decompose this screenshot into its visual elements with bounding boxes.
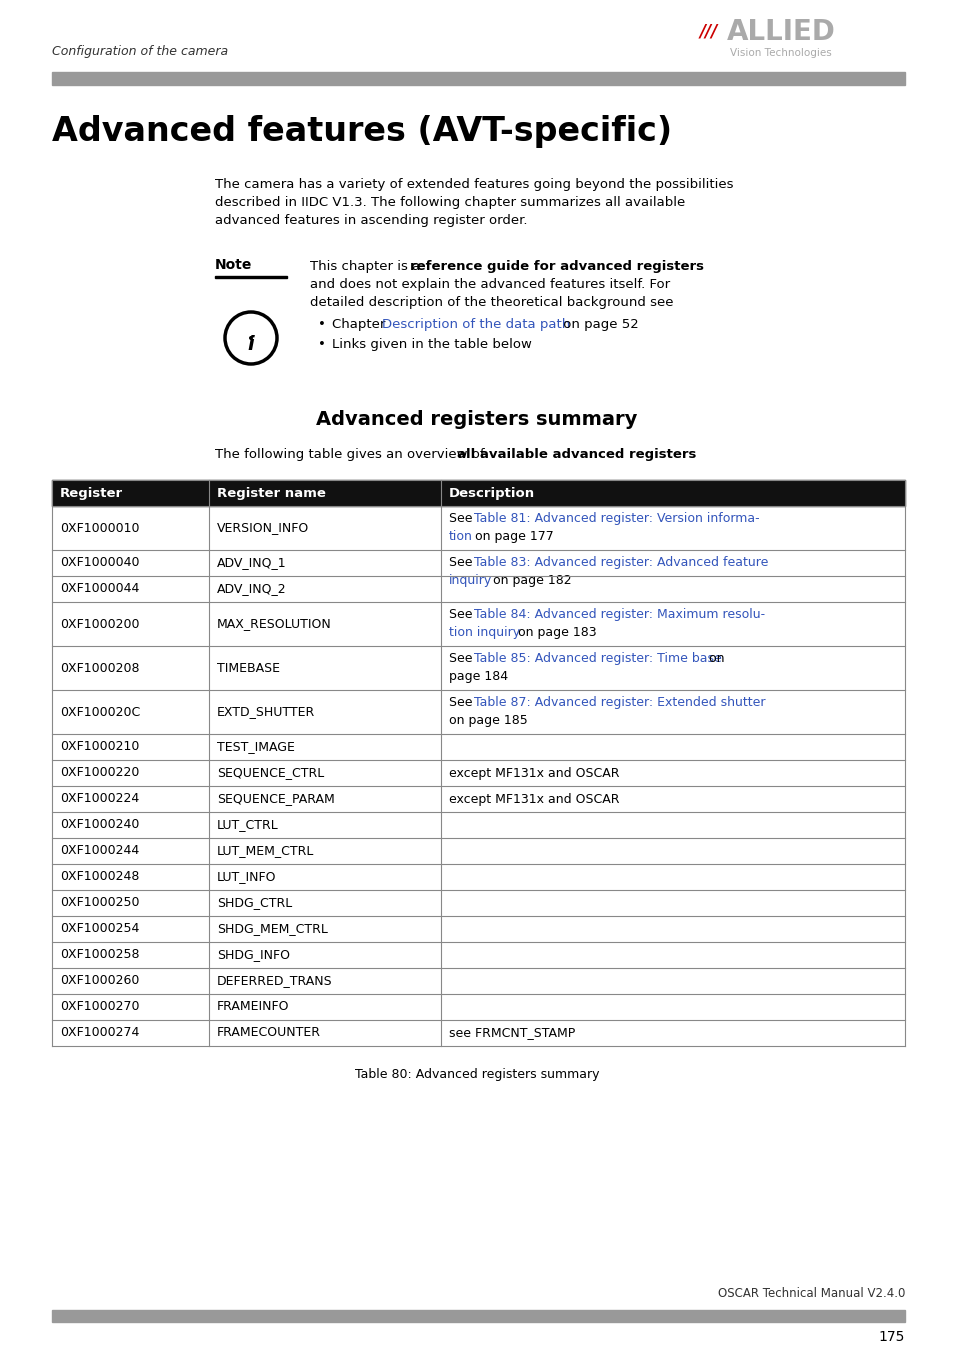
Text: 0XF1000040: 0XF1000040 — [60, 556, 139, 570]
Text: FRAMEINFO: FRAMEINFO — [216, 1000, 289, 1014]
Text: detailed description of the theoretical background see: detailed description of the theoretical … — [310, 296, 673, 309]
Text: SHDG_INFO: SHDG_INFO — [216, 949, 290, 961]
Text: Description of the data path: Description of the data path — [381, 319, 570, 331]
Text: The camera has a variety of extended features going beyond the possibilities: The camera has a variety of extended fea… — [214, 178, 733, 190]
Text: 0XF1000208: 0XF1000208 — [60, 662, 139, 675]
Text: 0XF1000010: 0XF1000010 — [60, 521, 139, 535]
Text: TIMEBASE: TIMEBASE — [216, 662, 280, 675]
Text: LUT_INFO: LUT_INFO — [216, 871, 276, 883]
Text: on page 185: on page 185 — [449, 714, 527, 728]
Text: 0XF1000248: 0XF1000248 — [60, 871, 139, 883]
Text: ALLIED: ALLIED — [726, 18, 835, 46]
Text: on page 183: on page 183 — [514, 626, 596, 639]
Text: ADV_INQ_1: ADV_INQ_1 — [216, 556, 286, 570]
Text: Chapter: Chapter — [332, 319, 389, 331]
Text: Links given in the table below: Links given in the table below — [332, 338, 532, 351]
Text: Configuration of the camera: Configuration of the camera — [52, 45, 228, 58]
Text: advanced features in ascending register order.: advanced features in ascending register … — [214, 215, 527, 227]
Text: DEFERRED_TRANS: DEFERRED_TRANS — [216, 975, 333, 987]
Text: Table 81: Advanced register: Version informa-: Table 81: Advanced register: Version inf… — [474, 512, 759, 525]
Text: Advanced registers summary: Advanced registers summary — [316, 410, 637, 429]
Text: See: See — [449, 652, 476, 666]
Bar — [52, 72, 904, 85]
Bar — [52, 1310, 904, 1322]
Text: Table 80: Advanced registers summary: Table 80: Advanced registers summary — [355, 1068, 598, 1081]
Text: 0XF1000210: 0XF1000210 — [60, 741, 139, 753]
Text: LUT_CTRL: LUT_CTRL — [216, 818, 278, 832]
Text: See: See — [449, 608, 476, 621]
Text: 0XF1000240: 0XF1000240 — [60, 818, 139, 832]
Text: :: : — [648, 448, 653, 460]
Text: 0XF1000250: 0XF1000250 — [60, 896, 139, 910]
Text: SHDG_CTRL: SHDG_CTRL — [216, 896, 292, 910]
Text: on page 177: on page 177 — [471, 531, 553, 543]
Text: Vision Technologies: Vision Technologies — [729, 49, 831, 58]
Bar — [52, 481, 904, 506]
Text: TEST_IMAGE: TEST_IMAGE — [216, 741, 294, 753]
Text: except MF131x and OSCAR: except MF131x and OSCAR — [449, 767, 618, 779]
Text: and does not explain the advanced features itself. For: and does not explain the advanced featur… — [310, 278, 669, 292]
Text: SHDG_MEM_CTRL: SHDG_MEM_CTRL — [216, 922, 328, 936]
Text: 0XF1000224: 0XF1000224 — [60, 792, 139, 806]
Text: except MF131x and OSCAR: except MF131x and OSCAR — [449, 792, 618, 806]
Text: Table 83: Advanced register: Advanced feature: Table 83: Advanced register: Advanced fe… — [474, 556, 767, 568]
Text: 175: 175 — [878, 1330, 904, 1345]
Text: 0XF1000244: 0XF1000244 — [60, 845, 139, 857]
Text: 0XF1000258: 0XF1000258 — [60, 949, 139, 961]
Text: This chapter is a: This chapter is a — [310, 261, 424, 273]
Bar — [214, 275, 287, 278]
Text: tion inquiry: tion inquiry — [449, 626, 519, 639]
Text: LUT_MEM_CTRL: LUT_MEM_CTRL — [216, 845, 314, 857]
Text: •: • — [317, 319, 326, 331]
Text: Note: Note — [214, 258, 253, 271]
Text: See: See — [449, 512, 476, 525]
Circle shape — [249, 336, 253, 340]
Text: 0XF1000260: 0XF1000260 — [60, 975, 139, 987]
Text: 0XF1000270: 0XF1000270 — [60, 1000, 139, 1014]
Text: SEQUENCE_CTRL: SEQUENCE_CTRL — [216, 767, 324, 779]
Text: 0XF1000254: 0XF1000254 — [60, 922, 139, 936]
Text: Table 85: Advanced register: Time base: Table 85: Advanced register: Time base — [474, 652, 721, 666]
Text: on page 182: on page 182 — [489, 574, 571, 587]
Text: Table 87: Advanced register: Extended shutter: Table 87: Advanced register: Extended sh… — [474, 697, 764, 709]
Text: described in IIDC V1.3. The following chapter summarizes all available: described in IIDC V1.3. The following ch… — [214, 196, 684, 209]
Text: 0XF100020C: 0XF100020C — [60, 706, 140, 718]
Text: Advanced features (AVT-specific): Advanced features (AVT-specific) — [52, 115, 672, 148]
Text: 0XF1000274: 0XF1000274 — [60, 1026, 139, 1040]
Text: VERSION_INFO: VERSION_INFO — [216, 521, 309, 535]
Text: all available advanced registers: all available advanced registers — [456, 448, 696, 460]
Text: FRAMECOUNTER: FRAMECOUNTER — [216, 1026, 320, 1040]
Text: reference guide for advanced registers: reference guide for advanced registers — [410, 261, 703, 273]
Text: MAX_RESOLUTION: MAX_RESOLUTION — [216, 617, 332, 630]
Text: inquiry: inquiry — [449, 574, 492, 587]
Text: ADV_INQ_2: ADV_INQ_2 — [216, 582, 286, 595]
Text: Description: Description — [449, 486, 535, 500]
Text: See: See — [449, 556, 476, 568]
Text: 0XF1000220: 0XF1000220 — [60, 767, 139, 779]
Text: page 184: page 184 — [449, 670, 508, 683]
Text: The following table gives an overview of: The following table gives an overview of — [214, 448, 488, 460]
Text: ///: /// — [700, 22, 718, 40]
Text: on page 52: on page 52 — [558, 319, 639, 331]
Text: Table 84: Advanced register: Maximum resolu-: Table 84: Advanced register: Maximum res… — [474, 608, 764, 621]
Text: tion: tion — [449, 531, 473, 543]
Text: i: i — [248, 335, 254, 354]
Text: •: • — [317, 338, 326, 351]
Text: SEQUENCE_PARAM: SEQUENCE_PARAM — [216, 792, 335, 806]
Text: see FRMCNT_STAMP: see FRMCNT_STAMP — [449, 1026, 575, 1040]
Text: EXTD_SHUTTER: EXTD_SHUTTER — [216, 706, 314, 718]
Text: OSCAR Technical Manual V2.4.0: OSCAR Technical Manual V2.4.0 — [717, 1287, 904, 1300]
Text: Register name: Register name — [216, 486, 326, 500]
Text: 0XF1000044: 0XF1000044 — [60, 582, 139, 595]
Text: See: See — [449, 697, 476, 709]
Text: on: on — [704, 652, 723, 666]
Text: 0XF1000200: 0XF1000200 — [60, 617, 139, 630]
Text: Register: Register — [60, 486, 123, 500]
